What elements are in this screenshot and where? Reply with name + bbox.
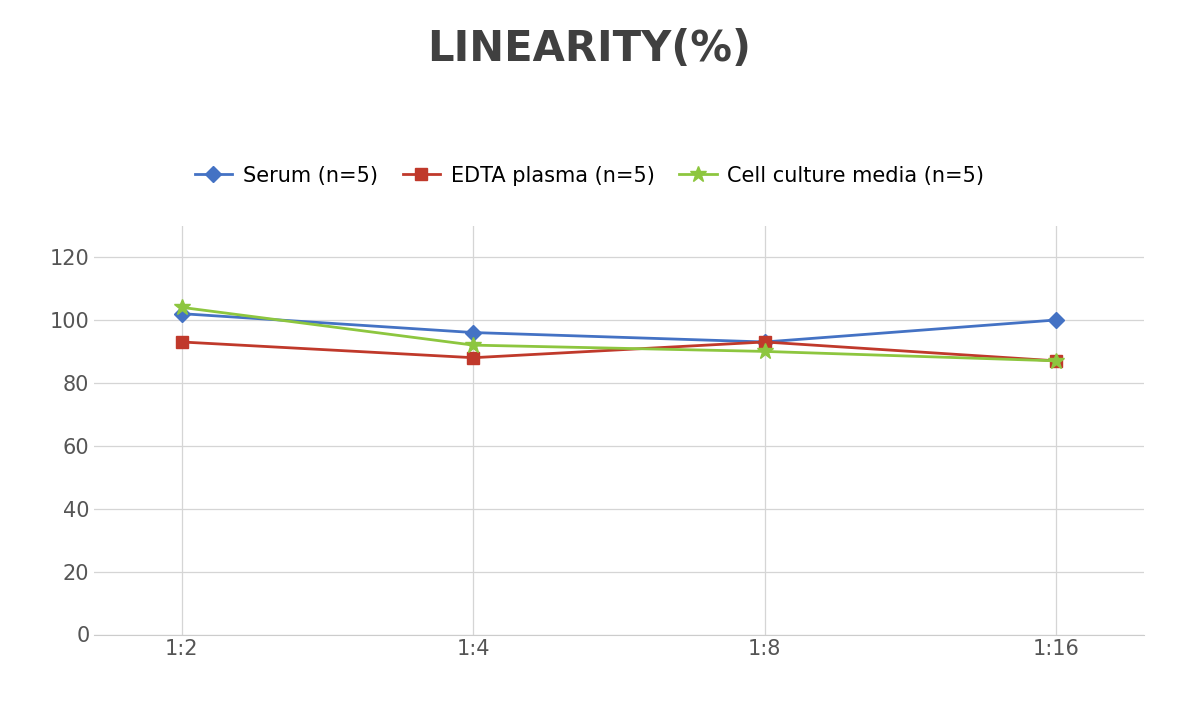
Legend: Serum (n=5), EDTA plasma (n=5), Cell culture media (n=5): Serum (n=5), EDTA plasma (n=5), Cell cul… (195, 166, 984, 185)
Text: LINEARITY(%): LINEARITY(%) (428, 28, 751, 70)
